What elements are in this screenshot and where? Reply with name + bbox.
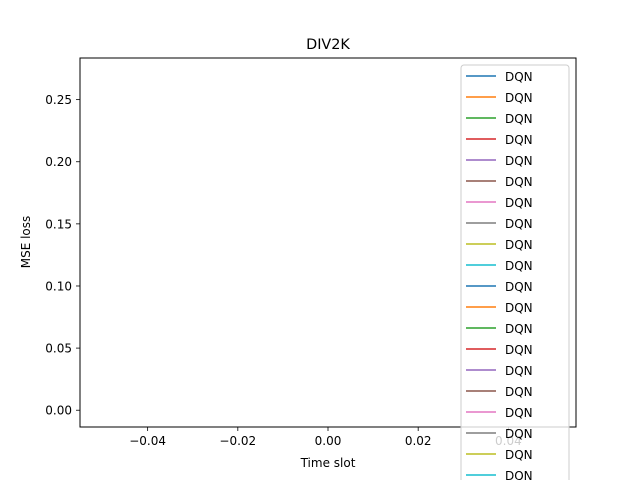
legend-label: DQN <box>505 70 533 84</box>
legend-label: DQN <box>505 175 533 189</box>
legend-label: DQN <box>505 238 533 252</box>
legend-label: DQN <box>505 301 533 315</box>
legend-label: DQN <box>505 322 533 336</box>
y-tick-label: 0.25 <box>45 93 72 107</box>
y-axis-label: MSE loss <box>19 216 33 269</box>
legend: DQN DQN DQN DQN DQN DQN DQN DQN DQN DQN DQN DQN DQN D… <box>460 64 570 480</box>
legend-label: DQN <box>505 217 533 231</box>
legend-label: DQN <box>505 280 533 294</box>
y-tick-label: 0.05 <box>45 342 72 356</box>
x-axis-label: Time slot <box>300 456 356 470</box>
legend-label: DQN <box>505 259 533 273</box>
legend-label: DQN <box>505 448 533 462</box>
legend-box <box>460 64 570 480</box>
legend-label: DQN <box>505 133 533 147</box>
y-tick-label: 0.00 <box>45 404 72 418</box>
legend-label: DQN <box>505 154 533 168</box>
x-tick-label: 0.00 <box>315 434 342 448</box>
y-tick-label: 0.20 <box>45 155 72 169</box>
chart-title: DIV2K <box>306 37 350 53</box>
x-tick-label: −0.02 <box>219 434 256 448</box>
legend-label: DQN <box>505 91 533 105</box>
legend-label: DQN <box>505 364 533 378</box>
legend-label: DQN <box>505 112 533 126</box>
y-tick-label: 0.10 <box>45 279 72 293</box>
x-tick-label: −0.04 <box>129 434 166 448</box>
legend-label: DQN <box>505 385 533 399</box>
legend-label: DQN <box>505 469 533 480</box>
x-tick-label: 0.02 <box>405 434 432 448</box>
y-tick-label: 0.15 <box>45 217 72 231</box>
legend-label: DQN <box>505 427 533 441</box>
legend-label: DQN <box>505 196 533 210</box>
legend-label: DQN <box>505 406 533 420</box>
y-axis: 0.00 0.05 0.10 0.15 0.20 0.25 <box>45 93 80 418</box>
legend-label: DQN <box>505 343 533 357</box>
